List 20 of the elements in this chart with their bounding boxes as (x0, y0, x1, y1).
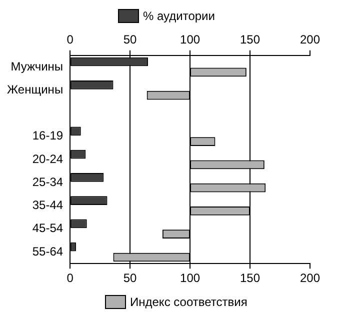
x2-tick-label: 50 (123, 271, 138, 286)
x-tick-label: 150 (240, 32, 260, 47)
legend-label: Индекс соответствия (130, 295, 248, 309)
y-tick-label: Женщины (7, 82, 64, 96)
x2-tick-label: 0 (66, 271, 74, 286)
y-tick-label: Мужчины (10, 59, 64, 74)
x-tick-label: 100 (180, 32, 200, 47)
y-tick-label: 16-19 (32, 128, 64, 143)
x-tick-label: 200 (300, 32, 320, 47)
y-tick-label: 55-64 (32, 244, 64, 258)
x-tick-label: 50 (123, 32, 138, 47)
y-tick-label: 20-24 (32, 152, 64, 166)
y-tick-label: 45-54 (32, 221, 64, 236)
x2-tick-label: 200 (300, 271, 320, 286)
legend-label: % аудитории (143, 9, 215, 23)
x-tick-label: 0 (66, 32, 74, 47)
y-tick-label: 25-34 (32, 174, 64, 189)
x2-tick-label: 100 (180, 271, 200, 286)
y-tick-label: 35-44 (32, 198, 64, 212)
x2-tick-label: 150 (240, 271, 260, 286)
